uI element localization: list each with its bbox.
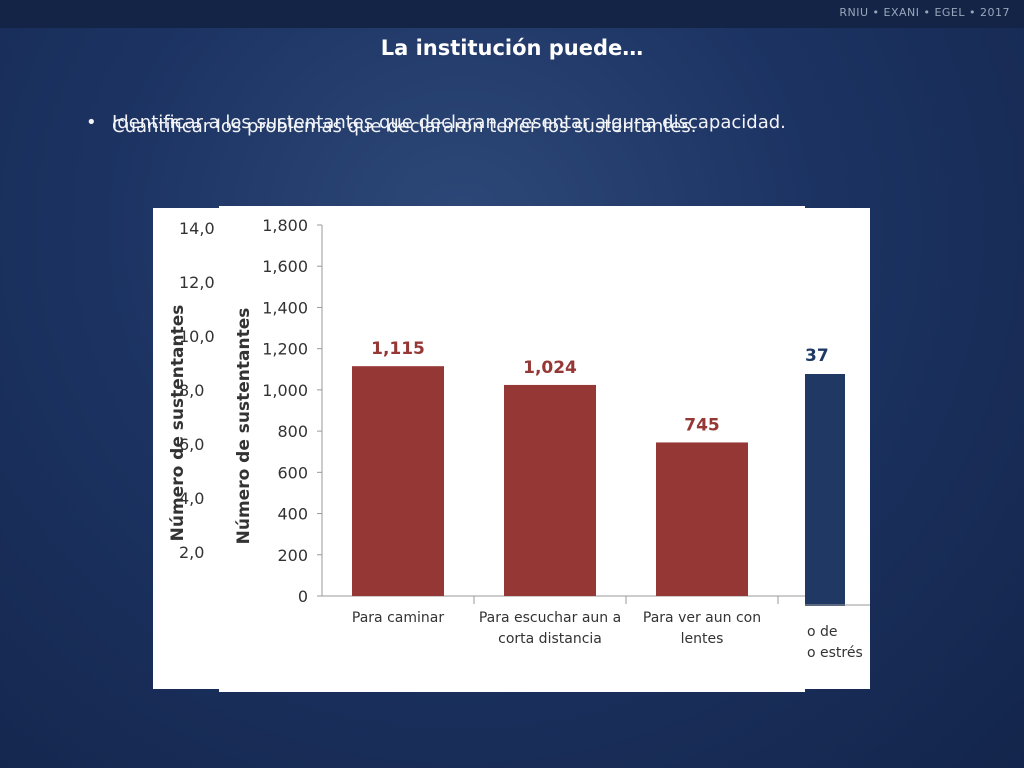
back-category-line-2: o estrés bbox=[807, 645, 863, 661]
bar-chart: Número de sustentantes 0 200 400 600 800 1,00… bbox=[234, 216, 805, 647]
y-tick-label: 0 bbox=[298, 587, 308, 606]
slide-title: La institución puede… bbox=[380, 36, 644, 60]
bar-value-label: 1,115 bbox=[371, 339, 425, 359]
y-tick-label: 1,800 bbox=[262, 216, 308, 235]
bullet-dot: • bbox=[86, 112, 97, 133]
bar bbox=[656, 442, 748, 596]
y-tick-label: 600 bbox=[277, 463, 308, 482]
x-category-label: Para escuchar aun a bbox=[479, 610, 621, 626]
bullet-text-1: Identificar a los sustentantes que decla… bbox=[112, 112, 786, 133]
y-tick-label: 1,000 bbox=[262, 381, 308, 400]
top-bar: RNIU • EXANI • EGEL • 2017 bbox=[0, 0, 1024, 28]
back-y-tick-label: 12,0 bbox=[179, 273, 215, 292]
y-tick-label: 1,200 bbox=[262, 340, 308, 359]
back-bar-blue bbox=[803, 374, 845, 606]
y-tick-label: 800 bbox=[277, 422, 308, 441]
bullet-text-2: Cuantificar los problemas que declararon… bbox=[112, 116, 697, 137]
brand-text: RNIU • EXANI • EGEL • 2017 bbox=[839, 6, 1010, 19]
back-y-tick-label: 10,0 bbox=[179, 327, 215, 346]
y-tick-label: 1,600 bbox=[262, 257, 308, 276]
back-y-tick-label: 8,0 bbox=[179, 381, 204, 400]
back-y-tick-label: 4,0 bbox=[179, 489, 204, 508]
back-chart-svg: Número de sustentantes 14,0 12,0 10,0 8,0 6,… bbox=[168, 219, 870, 661]
front-chart-panel: Número de sustentantes 0 200 400 600 800 1,00… bbox=[219, 206, 805, 692]
bar-value-label: 745 bbox=[684, 415, 720, 435]
back-y-tick-label: 14,0 bbox=[179, 219, 215, 238]
y-axis-label: Número de sustentantes bbox=[234, 308, 254, 545]
bullet-item-1: • Identificar a los sustentantes que decl… bbox=[86, 112, 786, 133]
bar bbox=[504, 384, 596, 596]
back-y-tick-labels: 14,0 12,0 10,0 8,0 6,0 4,0 2,0 bbox=[179, 219, 215, 562]
back-category-line-1: o de bbox=[807, 624, 838, 640]
x-category-label: Para caminar bbox=[352, 610, 444, 626]
bar bbox=[352, 366, 444, 596]
back-y-axis-label: Número de sustentantes bbox=[168, 305, 188, 542]
bar-value-label: 1,024 bbox=[523, 358, 577, 378]
back-y-tick-label: 6,0 bbox=[179, 435, 204, 454]
x-category-label: corta distancia bbox=[498, 631, 602, 647]
x-category-label: lentes bbox=[681, 631, 724, 647]
y-tick-label: 1,400 bbox=[262, 298, 308, 317]
y-tick-label: 200 bbox=[277, 546, 308, 565]
bullet-item-2: Cuantificar los problemas que declararon… bbox=[112, 116, 697, 137]
y-tick-label: 400 bbox=[277, 505, 308, 524]
x-category-label: Para ver aun con bbox=[643, 610, 761, 626]
back-bar-value-label: 37 bbox=[805, 346, 829, 366]
back-y-tick-label: 2,0 bbox=[179, 543, 204, 562]
